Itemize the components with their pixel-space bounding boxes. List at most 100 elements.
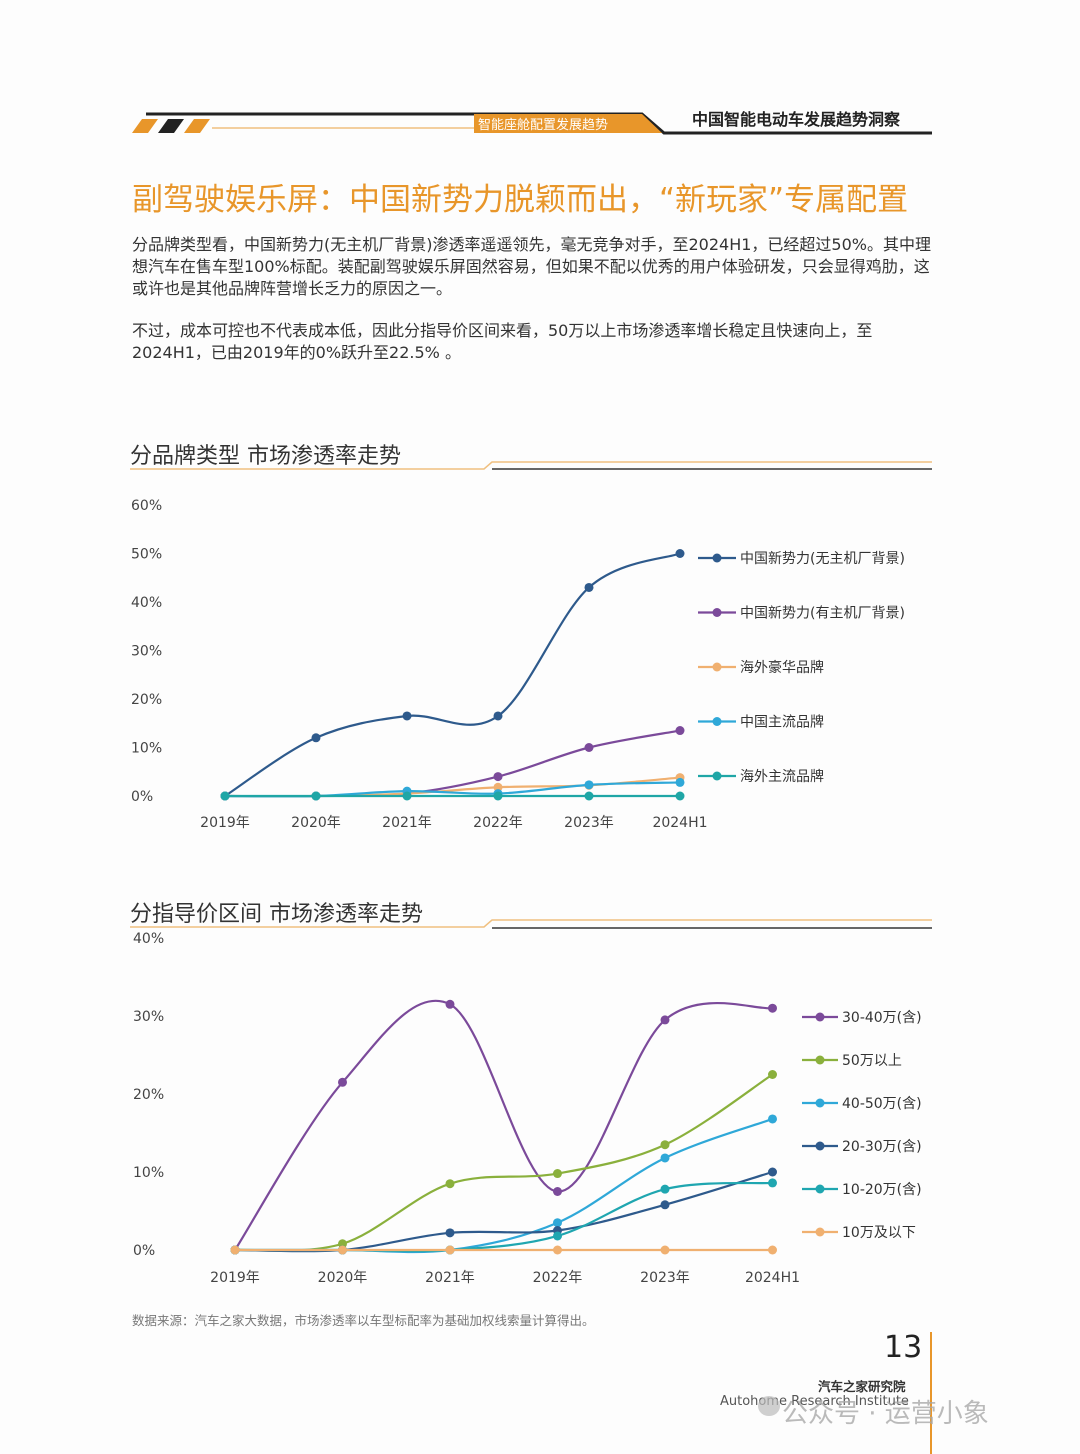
chart-2-legend-marker xyxy=(815,1055,825,1065)
chart-2-legend-label: 40-50万(含) xyxy=(842,1096,922,1112)
chart-1-data-point xyxy=(402,791,412,801)
chart-2-data-point xyxy=(338,1077,347,1087)
chart-1-data-point xyxy=(493,782,503,792)
chart-2-data-point xyxy=(553,1245,562,1255)
header-dark-line xyxy=(146,112,932,135)
chart-1-data-point xyxy=(584,743,594,752)
chart-2-x-tick-label: 2023年 xyxy=(640,1270,690,1286)
chart-1-x-tick-label: 2024H1 xyxy=(652,815,707,831)
chart-2-data-point xyxy=(553,1187,562,1196)
chart-1: 0% 10% 20% 30% 40% 50% 60% 2019年 2020年 2021年 2022年… xyxy=(131,498,905,831)
chart-2-x-tick-label: 2021年 xyxy=(425,1270,475,1286)
chart-2-data-point xyxy=(660,1140,670,1150)
chart-1-data-point xyxy=(493,791,503,801)
chart-2-x-tick-label: 2024H1 xyxy=(745,1270,800,1286)
paragraph-2: 不过，成本可控也不代表成本低，因此分指导价区间来看，50万以上市场渗透率增长稳定… xyxy=(132,321,873,362)
chart-1-data-point xyxy=(220,791,230,801)
chart-2-legend-label: 10-20万(含) xyxy=(842,1182,922,1198)
chart-2-data-point xyxy=(553,1231,562,1241)
section-tag-bg xyxy=(474,114,662,133)
chart-2-legend-label: 50万以上 xyxy=(842,1053,902,1069)
chart-1-data-point xyxy=(584,791,594,801)
header-stripe-1 xyxy=(132,119,158,133)
chart-1-y-tick-label: 10% xyxy=(131,741,162,757)
chart-2-data-point xyxy=(660,1015,670,1025)
chart-2: 0% 10% 20% 30% 40% 2019年 2020年 2021年 2022年 2023年 2… xyxy=(133,931,922,1286)
footer-divider xyxy=(930,1332,932,1454)
chart-1-title-rule xyxy=(130,461,932,470)
chart-2-legend-label: 30-40万(含) xyxy=(842,1010,922,1026)
chart-1-data-point xyxy=(493,711,503,721)
chart-1-series-line xyxy=(224,552,681,797)
chart-2-legend-label: 20-30万(含) xyxy=(842,1139,922,1155)
chart-2-data-point xyxy=(338,1245,347,1255)
chart-2-data-point xyxy=(445,1179,455,1189)
page-number: 13 xyxy=(884,1330,923,1365)
chart-1-legend-marker xyxy=(712,771,722,781)
chart-2-data-point xyxy=(230,1245,240,1255)
chart-2-series-line xyxy=(234,999,773,1251)
chart-1-x-tick-label: 2021年 xyxy=(382,815,432,831)
chart-1-data-point xyxy=(493,772,503,782)
chart-2-data-point xyxy=(660,1245,670,1255)
chart-1-data-point xyxy=(402,711,412,721)
chart-1-legend-label: 中国新势力(无主机厂背景) xyxy=(740,551,905,567)
header-stripe-3 xyxy=(184,119,210,133)
chart-1-legend-label: 海外豪华品牌 xyxy=(740,659,824,676)
chart-1-data-point xyxy=(584,582,594,592)
chart-1-x-tick-label: 2019年 xyxy=(200,815,250,831)
chart-2-legend-marker xyxy=(815,1012,825,1022)
chart-1-x-tick-label: 2023年 xyxy=(564,815,614,831)
chart-2-legend-label: 10万及以下 xyxy=(842,1225,916,1241)
chart-1-data-point xyxy=(311,733,321,743)
chart-2-x-tick-label: 2019年 xyxy=(210,1270,260,1286)
chart-2-y-tick-label: 20% xyxy=(133,1087,164,1103)
chart-2-data-point xyxy=(768,1114,777,1124)
chart-2-y-tick-label: 10% xyxy=(133,1165,164,1181)
chart-1-title: 分品牌类型 市场渗透率走势 xyxy=(130,444,401,469)
chart-1-y-tick-label: 30% xyxy=(131,644,162,660)
chart-1-y-tick-label: 60% xyxy=(131,498,162,514)
chart-2-data-point xyxy=(768,1178,777,1188)
paragraph-1: 分品牌类型看，中国新势力(无主机厂背景)渗透率遥遥领先，毫无竞争对手，至2024… xyxy=(132,235,931,298)
chart-1-legend-marker xyxy=(712,608,722,617)
chart-2-data-point xyxy=(768,1167,777,1177)
chart-2-data-point xyxy=(445,1228,455,1238)
chart-2-y-tick-label: 40% xyxy=(133,931,164,947)
chart-1-legend-marker xyxy=(712,717,722,726)
wechat-icon xyxy=(758,1396,780,1416)
header-stripe-2 xyxy=(158,119,184,133)
chart-1-x-tick-label: 2022年 xyxy=(473,815,523,831)
chart-2-legend-marker xyxy=(815,1141,825,1151)
chart-1-legend-marker xyxy=(712,662,722,672)
chart-2-series-line xyxy=(234,1073,774,1252)
chart-2-data-point xyxy=(768,1003,777,1013)
section-tag: 智能座舱配置发展趋势 xyxy=(478,118,609,133)
source-note: 数据来源：汽车之家大数据，市场渗透率以车型标配率为基础加权线索量计算得出。 xyxy=(132,1313,595,1328)
chart-2-data-point xyxy=(553,1169,562,1179)
chart-2-data-point xyxy=(553,1218,562,1228)
chart-1-data-point xyxy=(584,780,594,790)
org-name-cn: 汽车之家研究院 xyxy=(818,1379,906,1394)
chart-2-legend-marker xyxy=(815,1098,825,1108)
chart-2-data-point xyxy=(445,999,455,1009)
chart-2-data-point xyxy=(338,1239,347,1249)
chart-2-title: 分指导价区间 市场渗透率走势 xyxy=(130,902,423,927)
chart-1-y-tick-label: 0% xyxy=(131,789,153,805)
chart-1-legend-label: 海外主流品牌 xyxy=(740,768,824,785)
chart-1-legend-label: 中国主流品牌 xyxy=(740,714,824,731)
chart-1-data-point xyxy=(311,791,321,801)
chart-1-data-point xyxy=(675,791,685,801)
chart-2-y-tick-label: 0% xyxy=(133,1243,155,1259)
chart-2-legend-marker xyxy=(815,1227,825,1237)
chart-2-y-tick-label: 30% xyxy=(133,1009,164,1025)
chart-1-data-point xyxy=(675,549,685,558)
watermark: 公众号 · 运营小象 xyxy=(782,1399,989,1429)
chart-2-data-point xyxy=(660,1184,670,1194)
chart-1-y-tick-label: 20% xyxy=(131,692,162,708)
chart-2-data-point xyxy=(660,1200,670,1210)
chart-1-legend-label: 中国新势力(有主机厂背景) xyxy=(740,606,905,622)
chart-2-legend-marker xyxy=(815,1184,825,1194)
chart-1-legend-marker xyxy=(712,553,722,563)
chart-2-data-point xyxy=(445,1245,455,1255)
